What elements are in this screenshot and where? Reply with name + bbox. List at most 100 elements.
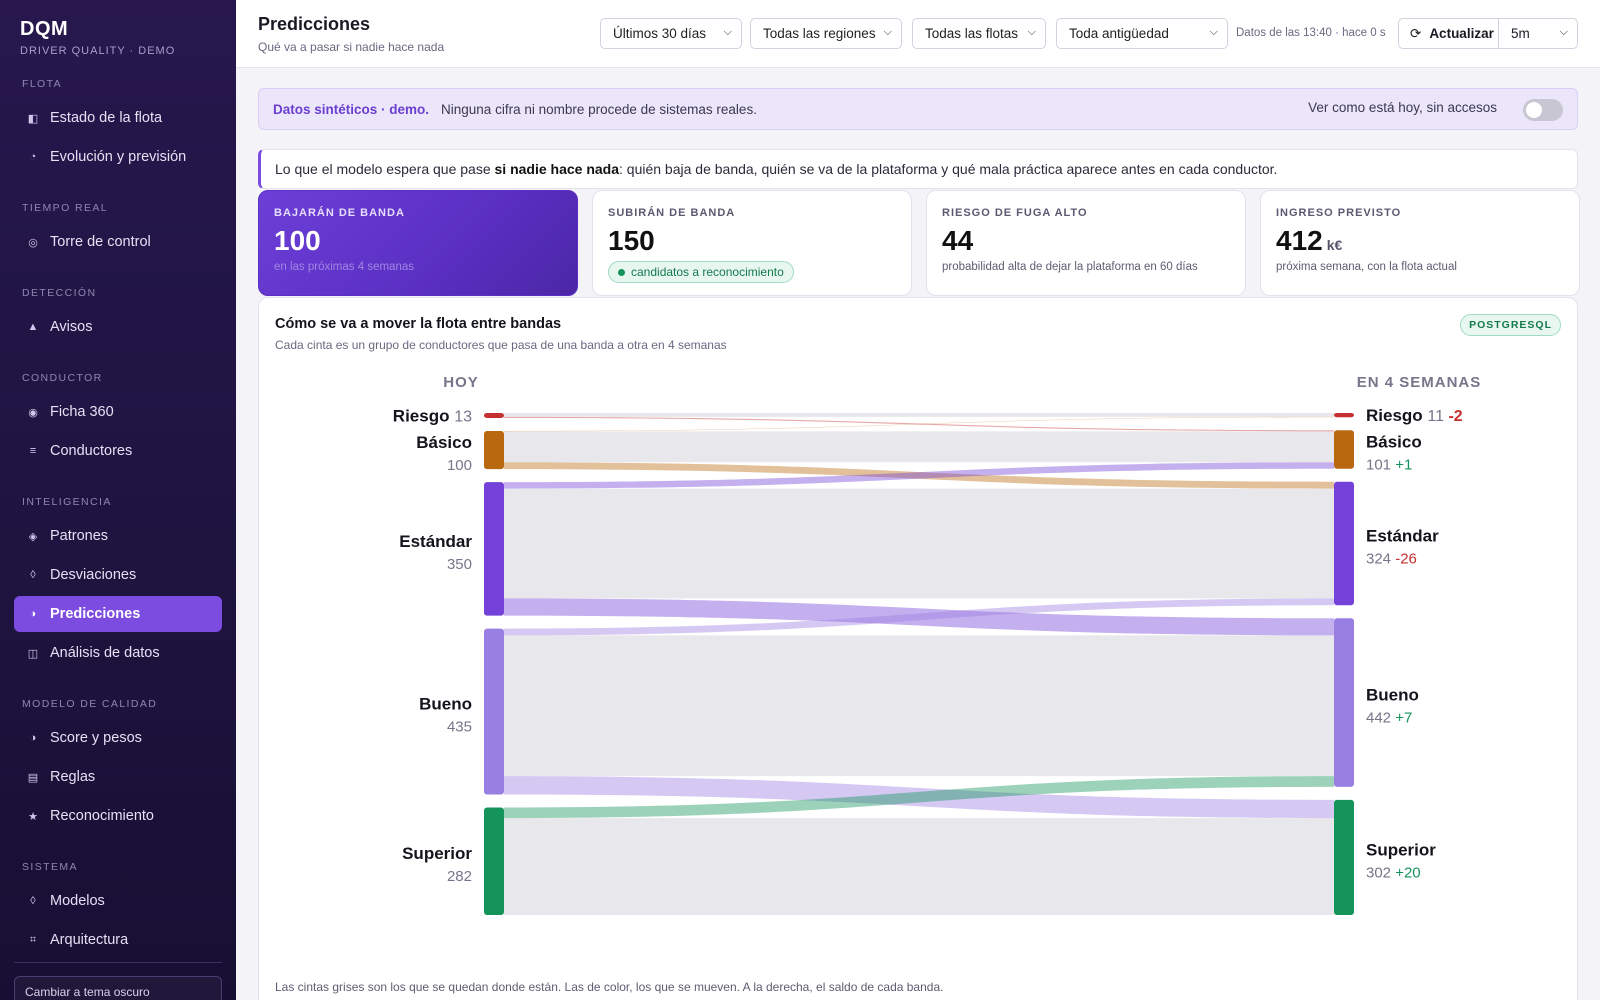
- sidebar-item-ficha-360[interactable]: ◉ Ficha 360: [14, 394, 222, 430]
- kpi-value: 44: [942, 225, 1229, 257]
- band-flow-card: Cómo se va a mover la flota entre bandas…: [258, 297, 1578, 1000]
- seniority-select[interactable]: Toda antigüedad ⌵: [1056, 18, 1228, 49]
- sankey-node-left-bueno: [484, 628, 504, 795]
- brand-name: DQM: [20, 18, 69, 40]
- period-select-value: Últimos 30 días: [613, 26, 707, 41]
- nav-section-title: TIEMPO REAL: [22, 202, 108, 214]
- nav-section-title: SISTEMA: [22, 861, 78, 873]
- sidebar-item-evolucion-y-prevision[interactable]: ◔ Evolución y previsión: [14, 139, 222, 175]
- sankey-label-right-basico: Básico: [1366, 432, 1422, 451]
- region-select[interactable]: Todas las regiones ⌵: [750, 18, 902, 49]
- sankey-link-superior-to-superior: [504, 818, 1334, 915]
- sankey-left-header: HOY: [443, 374, 479, 391]
- sidebar-item-desviaciones[interactable]: ◊ Desviaciones: [14, 557, 222, 593]
- sankey-link-basico-to-riesgo: [504, 416, 1334, 432]
- brand-subtitle: DRIVER QUALITY · DEMO: [20, 45, 176, 57]
- kpi-card-down[interactable]: BAJARÁN DE BANDA 100 en las próximas 4 s…: [258, 190, 578, 296]
- target-icon: ◎: [28, 236, 38, 249]
- sidebar-item-label: Patrones: [50, 528, 109, 544]
- toggle-knob: [1526, 102, 1542, 118]
- list-icon: ≡: [29, 445, 37, 457]
- explainer-suffix: : quién baja de banda, quién se va de la…: [619, 161, 1278, 177]
- sankey-node-right-superior: [1334, 799, 1354, 915]
- sankey-link-riesgo-to-riesgo: [504, 413, 1334, 417]
- sidebar-item-conductores[interactable]: ≡ Conductores: [14, 433, 222, 469]
- kpi-value: 412 k€: [1276, 225, 1563, 257]
- refresh-interval-select[interactable]: 5m ⌵: [1498, 18, 1578, 49]
- kpi-label: INGRESO PREVISTO: [1276, 207, 1402, 219]
- nav-section-title: INTELIGENCIA: [22, 496, 112, 508]
- sidebar-item-label: Avisos: [50, 319, 93, 335]
- kpi-card-revenue[interactable]: INGRESO PREVISTO 412 k€ próxima semana, c…: [1260, 190, 1580, 296]
- sidebar-item-modelos[interactable]: ◊ Modelos: [14, 883, 222, 919]
- chevron-down-icon: ⌵: [883, 26, 892, 38]
- kpi-number: 100: [274, 225, 321, 256]
- kpi-number: 150: [608, 225, 655, 256]
- sankey-label-right-riesgo: Riesgo 11 -2: [1366, 406, 1463, 425]
- sankey-node-right-riesgo: [1334, 413, 1354, 418]
- sankey-label-left-basico: Básico: [416, 433, 472, 452]
- sidebar-item-reconocimiento[interactable]: ★ Reconocimiento: [14, 798, 222, 834]
- sankey-value-right-bueno: 442 +7: [1366, 710, 1412, 727]
- theme-toggle-button[interactable]: Cambiar a tema oscuro: [14, 976, 222, 1000]
- sidebar-item-avisos[interactable]: ▲ Avisos: [14, 309, 222, 345]
- sidebar-item-predicciones[interactable]: ◑ Predicciones: [14, 596, 222, 632]
- brand: DQM DRIVER QUALITY · DEMO: [20, 18, 175, 57]
- kpi-label: RIESGO DE FUGA ALTO: [942, 207, 1088, 219]
- sidebar-item-label: Evolución y previsión: [50, 149, 187, 165]
- hash-icon: ⌗: [29, 933, 37, 946]
- sankey-node-left-superior: [484, 807, 504, 915]
- view-as-today-toggle[interactable]: [1523, 99, 1563, 121]
- data-timestamp: Datos de las 13:40 · hace 0 s: [1236, 27, 1386, 39]
- sidebar-item-arquitectura[interactable]: ⌗ Arquitectura: [14, 922, 222, 958]
- nav-section-title: MODELO DE CALIDAD: [22, 698, 158, 710]
- chevron-down-icon: ⌵: [723, 26, 732, 38]
- sidebar-item-estado-de-la-flota[interactable]: ◧ Estado de la flota: [14, 100, 222, 136]
- region-select-value: Todas las regiones: [763, 26, 876, 41]
- sidebar-item-score-y-pesos[interactable]: ◑ Score y pesos: [14, 720, 222, 756]
- sidebar-item-analisis-de-datos[interactable]: ◫ Análisis de datos: [14, 635, 222, 671]
- sankey-label-left-bueno: Bueno: [419, 695, 472, 714]
- half-circle-icon: ◑: [29, 732, 37, 744]
- sankey-node-left-estandar: [484, 482, 504, 616]
- recognition-pill[interactable]: candidatos a reconocimiento: [608, 261, 794, 283]
- sidebar-item-label: Estado de la flota: [50, 110, 163, 126]
- synthetic-data-banner: Datos sintéticos · demo. Ninguna cifra n…: [258, 88, 1578, 130]
- prediction-explainer: Lo que el modelo espera que pase si nadi…: [258, 149, 1578, 189]
- sidebar-item-reglas[interactable]: ▤ Reglas: [14, 759, 222, 795]
- sankey-value-left-bueno: 435: [447, 719, 472, 736]
- sankey-link-superior-to-bueno: [504, 776, 1334, 819]
- kpi-card-churn[interactable]: RIESGO DE FUGA ALTO 44 probabilidad alta…: [926, 190, 1246, 296]
- sidebar-item-label: Torre de control: [50, 234, 151, 250]
- sankey-node-left-riesgo: [484, 413, 504, 418]
- sidebar-item-torre-de-control[interactable]: ◎ Torre de control: [14, 224, 222, 260]
- kpi-note: en las próximas 4 semanas: [274, 261, 414, 273]
- page-title: Predicciones: [258, 14, 371, 34]
- sankey-label-right-bueno: Bueno: [1366, 686, 1419, 705]
- pill-label: candidatos a reconocimiento: [631, 265, 784, 279]
- kpi-note: próxima semana, con la flota actual: [1276, 261, 1457, 273]
- refresh-icon: ⟳: [1410, 25, 1422, 41]
- fleet-select[interactable]: Todas las flotas ⌵: [912, 18, 1046, 49]
- sankey-value-left-superior: 282: [447, 868, 472, 885]
- card-footnote: Las cintas grises son los que se quedan …: [275, 980, 944, 994]
- period-select[interactable]: Últimos 30 días ⌵: [600, 18, 742, 49]
- sankey-label-right-estandar: Estándar: [1366, 526, 1439, 545]
- sidebar-item-label: Conductores: [50, 443, 133, 459]
- page-subtitle: Qué va a pasar si nadie hace nada: [258, 40, 445, 54]
- explainer-prefix: Lo que el modelo espera que pase: [275, 161, 495, 177]
- refresh-interval-value: 5m: [1511, 26, 1530, 41]
- sankey-label-left-estandar: Estándar: [399, 532, 472, 551]
- banner-strong: Datos sintéticos · demo.: [273, 101, 430, 117]
- card-title: Cómo se va a mover la flota entre bandas: [275, 316, 562, 332]
- sankey-label-right-superior: Superior: [1366, 840, 1436, 859]
- sankey-link-estandar-to-basico: [504, 462, 1334, 489]
- kpi-card-up[interactable]: SUBIRÁN DE BANDA 150 candidatos a recono…: [592, 190, 912, 296]
- sidebar-item-patrones[interactable]: ◈ Patrones: [14, 518, 222, 554]
- nav-section-title: CONDUCTOR: [22, 372, 103, 384]
- kpi-label: SUBIRÁN DE BANDA: [608, 207, 736, 219]
- sankey-node-right-basico: [1334, 430, 1354, 469]
- refresh-button[interactable]: ⟳ Actualizar: [1398, 18, 1498, 49]
- seniority-select-value: Toda antigüedad: [1069, 26, 1169, 41]
- kpi-label: BAJARÁN DE BANDA: [274, 207, 405, 219]
